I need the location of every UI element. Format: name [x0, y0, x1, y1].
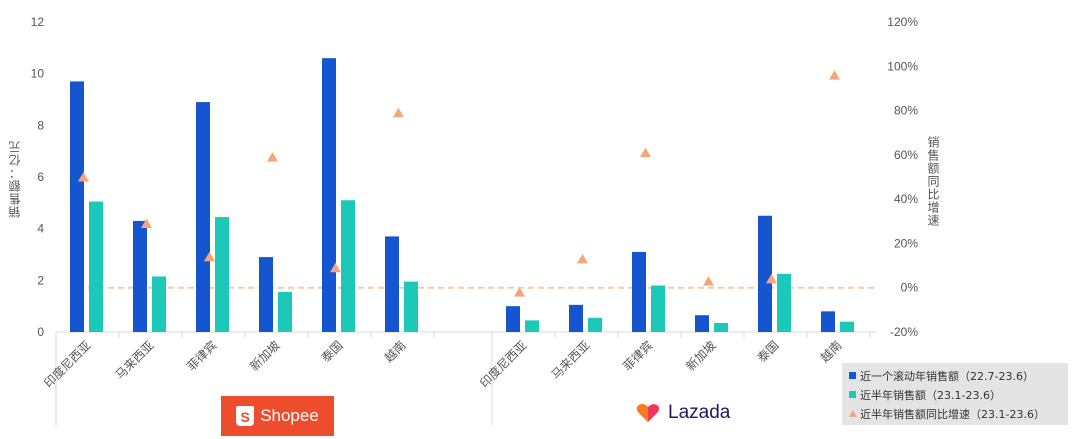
legend-label: 近半年销售额同比增速（23.1-23.6）: [860, 407, 1045, 421]
category-label: 马来西亚: [113, 338, 157, 382]
growth-marker: [766, 273, 777, 284]
bar-rolling-sales: [322, 58, 336, 333]
legend-label: 近半年销售额（23.1-23.6）: [860, 388, 1001, 402]
growth-marker: [204, 251, 215, 262]
category-label: 泰国: [755, 338, 782, 365]
y-tick-label: 12: [31, 15, 45, 29]
growth-marker: [267, 152, 278, 162]
shopee-logo-text: Shopee: [260, 406, 319, 425]
bar-half-year-sales: [152, 276, 166, 332]
category-label: 越南: [381, 338, 409, 366]
bar-half-year-sales: [777, 273, 791, 332]
bar-rolling-sales: [758, 215, 772, 332]
bar-half-year-sales: [215, 217, 229, 332]
growth-marker: [829, 70, 840, 80]
category-labels: 印度尼西亚 马来西亚 菲律宾 新加坡 泰国 越南 印度尼西亚 马来西亚 菲律宾 新加坡 泰国 越南: [41, 338, 845, 391]
category-label: 新加坡: [247, 338, 283, 374]
category-label: 新加坡: [683, 338, 719, 374]
bar-half-year-sales: [525, 320, 539, 332]
bar-half-year-sales: [714, 322, 728, 332]
category-label: 越南: [817, 338, 845, 366]
category-label: 菲律宾: [184, 338, 220, 374]
y2-tick-label: 0%: [901, 281, 919, 295]
lazada-logo-text: Lazada: [668, 402, 731, 423]
bar-half-year-sales: [89, 201, 103, 332]
bar-half-year-sales: [840, 321, 854, 332]
bar-rolling-sales: [632, 251, 646, 332]
bar-half-year-sales: [404, 281, 418, 332]
y-tick-label: 6: [37, 170, 44, 184]
growth-marker: [577, 253, 588, 264]
category-label: 印度尼西亚: [477, 338, 530, 391]
axes: 0 2 4 6 8 10 12 -20% 0% 20% 40% 60% 80% 100% 120%: [31, 15, 919, 425]
shopee-logo: S Shopee: [221, 396, 334, 436]
y-axis-title-right: 销售额同比增速: [926, 136, 940, 227]
bar-rolling-sales: [569, 304, 583, 332]
shopee-bag-icon: S: [236, 406, 255, 426]
growth-markers: [78, 70, 840, 297]
growth-marker: [330, 262, 341, 273]
lazada-logo: Lazada: [636, 400, 730, 426]
lazada-heart-icon: [636, 404, 660, 422]
y2-tick-label: -20%: [890, 325, 918, 339]
y2-tick-label: 100%: [887, 59, 918, 73]
y-tick-label: 2: [37, 273, 44, 287]
growth-marker: [514, 287, 525, 297]
category-label: 印度尼西亚: [41, 338, 94, 391]
category-label: 菲律宾: [620, 338, 656, 374]
y-axis-title-left: 销售额：亿元: [8, 140, 22, 218]
legend-item-rolling: 近一个滚动年销售额（22.7-23.6）: [842, 366, 1068, 385]
bar-rolling-sales: [196, 102, 210, 332]
legend-label: 近一个滚动年销售额（22.7-23.6）: [860, 369, 1034, 383]
bar-half-year-sales: [588, 317, 602, 332]
bar-rolling-sales: [133, 220, 147, 332]
bar-rolling-sales: [695, 315, 709, 332]
category-label: 泰国: [319, 338, 346, 365]
bar-rolling-sales: [821, 311, 835, 332]
bar-half-year-sales: [341, 200, 355, 332]
bar-rolling-sales: [506, 306, 520, 332]
y2-tick-label: 120%: [887, 15, 918, 29]
triangle-icon: [849, 410, 857, 417]
bar-rolling-sales: [385, 236, 399, 332]
growth-marker: [141, 218, 152, 228]
bar-rolling-sales: [259, 257, 273, 332]
growth-marker: [393, 107, 404, 118]
bar-rolling-sales: [70, 81, 84, 333]
y2-tick-label: 80%: [894, 104, 918, 118]
legend-item-growth: 近半年销售额同比增速（23.1-23.6）: [842, 404, 1068, 423]
bars: [70, 58, 854, 333]
growth-marker: [703, 276, 714, 286]
y2-tick-label: 60%: [894, 148, 918, 162]
y-tick-label: 8: [37, 118, 44, 132]
growth-marker: [78, 172, 89, 182]
legend-item-half-year: 近半年销售额（23.1-23.6）: [842, 385, 1068, 404]
y2-tick-label: 20%: [894, 236, 918, 250]
legend-swatch: [849, 372, 856, 379]
y-tick-label: 4: [37, 222, 44, 236]
y-tick-label: 10: [31, 67, 45, 81]
legend: 近一个滚动年销售额（22.7-23.6） 近半年销售额（23.1-23.6） 近…: [842, 363, 1068, 425]
bar-half-year-sales: [651, 285, 665, 332]
y2-tick-label: 40%: [894, 192, 918, 206]
category-label: 马来西亚: [549, 338, 593, 382]
growth-marker: [640, 147, 651, 158]
y-tick-label: 0: [37, 325, 44, 339]
bar-half-year-sales: [278, 291, 292, 332]
legend-swatch: [849, 391, 856, 398]
